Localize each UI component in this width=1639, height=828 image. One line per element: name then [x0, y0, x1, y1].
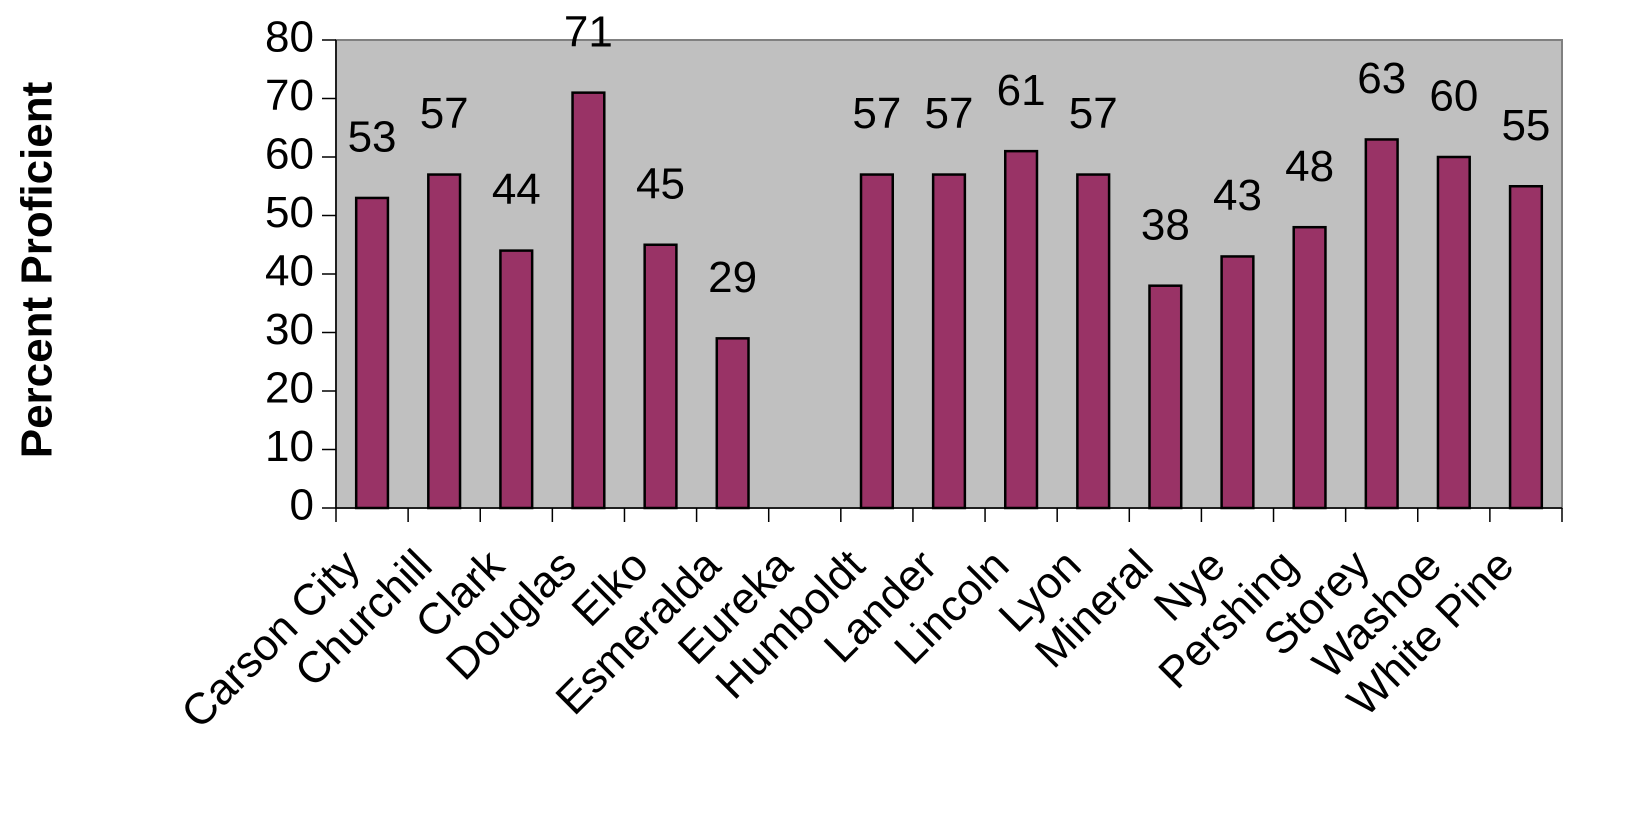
bar	[1292, 225, 1327, 510]
value-label: 61	[997, 66, 1046, 115]
bar	[1508, 185, 1544, 510]
y-tick-label: 10	[265, 422, 314, 471]
bar	[1364, 138, 1399, 510]
bar	[715, 337, 750, 510]
bar	[1076, 173, 1111, 510]
value-label: 53	[348, 113, 397, 162]
y-tick-label: 50	[265, 188, 314, 237]
y-tick-label: 60	[265, 130, 314, 179]
value-label: 57	[1069, 89, 1118, 138]
y-tick-label: 40	[265, 247, 314, 296]
y-tick-label: 80	[265, 13, 314, 62]
bar	[1436, 155, 1471, 510]
bar	[571, 91, 606, 510]
value-label: 57	[852, 89, 901, 138]
bar	[643, 243, 678, 510]
value-label: 38	[1141, 200, 1190, 249]
y-tick-label: 20	[265, 364, 314, 413]
bar	[427, 173, 462, 510]
bar	[1148, 284, 1183, 510]
bar	[859, 173, 894, 510]
value-label: 29	[708, 253, 757, 302]
bar	[1220, 255, 1255, 510]
value-label: 44	[492, 165, 541, 214]
value-label: 45	[636, 159, 685, 208]
value-label: 55	[1501, 101, 1550, 150]
bar	[1004, 149, 1039, 510]
value-label: 60	[1429, 72, 1478, 121]
value-label: 63	[1357, 54, 1406, 103]
bar	[931, 173, 967, 510]
bar	[499, 249, 534, 510]
value-label: 71	[564, 7, 613, 56]
value-label: 48	[1285, 142, 1334, 191]
y-tick-label: 70	[265, 71, 314, 120]
y-tick-label: 30	[265, 305, 314, 354]
value-label: 57	[925, 89, 974, 138]
value-label: 57	[420, 89, 469, 138]
y-tick-label: 0	[290, 481, 314, 530]
y-axis-label: Percent Proficient	[13, 81, 62, 458]
value-label: 43	[1213, 171, 1262, 220]
bar	[354, 196, 390, 510]
